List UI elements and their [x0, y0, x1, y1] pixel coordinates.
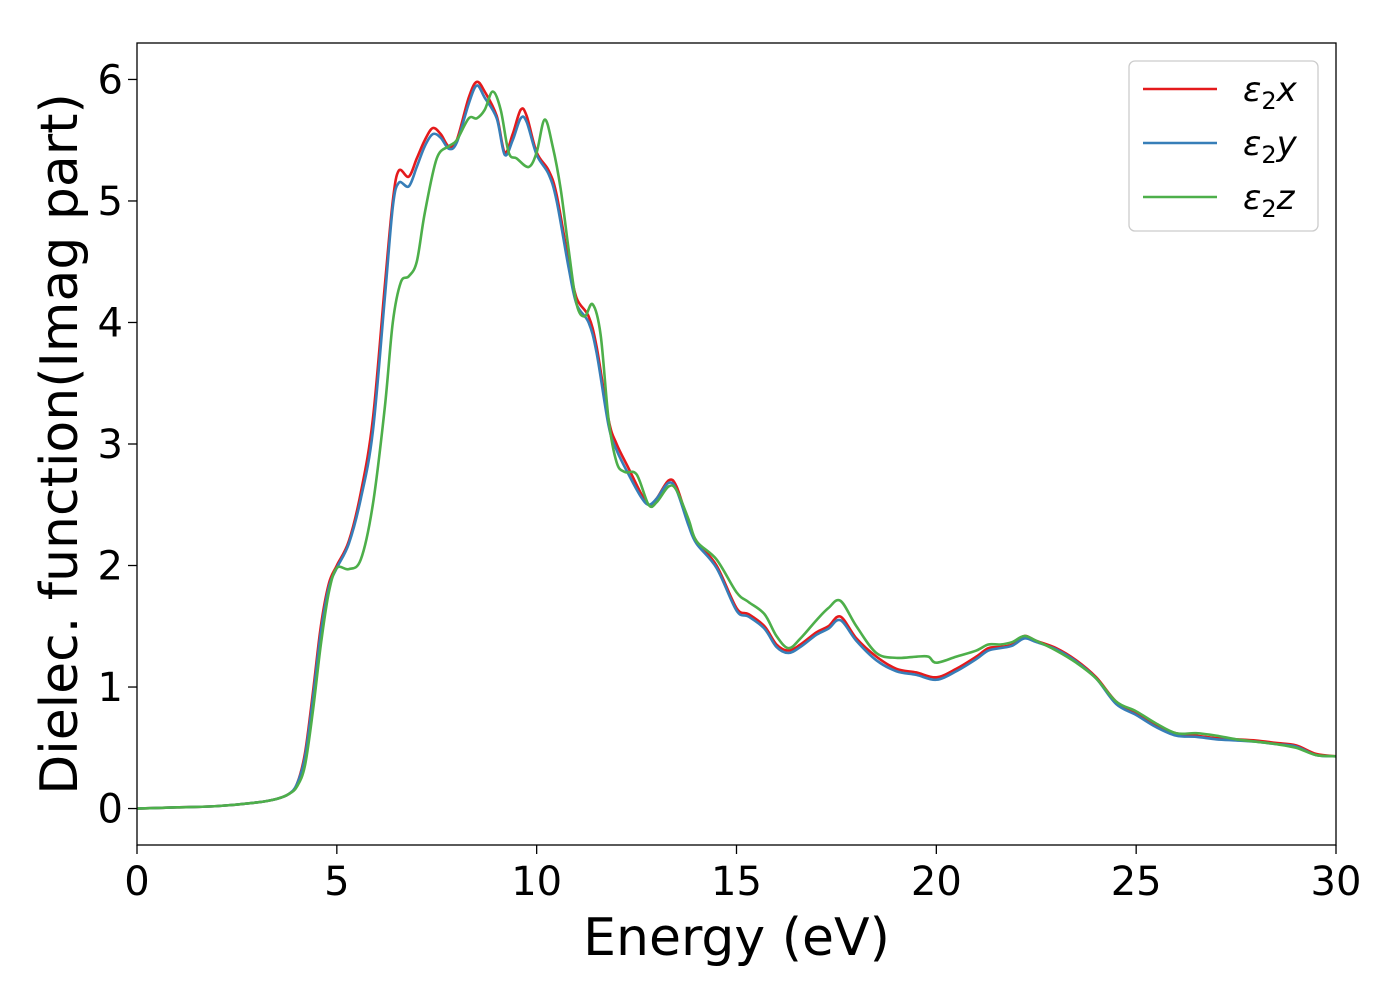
- y-axis-title: Dielec. function(Imag part): [30, 93, 90, 795]
- x-tick-label: 30: [1311, 859, 1362, 905]
- legend-label-x: ε2x: [1243, 70, 1298, 115]
- y-tick-label: 2: [98, 544, 123, 590]
- y-tick-label: 5: [98, 179, 123, 225]
- x-tick-label: 15: [711, 859, 762, 905]
- legend-label-z: ε2z: [1243, 178, 1296, 223]
- ticks-layer: 0 5 10 15 20 25 30 0 1 2 3 4 5 6: [98, 57, 1362, 905]
- legend-box: [1128, 60, 1319, 232]
- y-tick-label: 3: [98, 422, 123, 468]
- x-axis-title: Energy (eV): [583, 908, 890, 968]
- x-tick-label: 0: [124, 859, 149, 905]
- y-tick-label: 0: [98, 787, 123, 833]
- legend-label-y: ε2y: [1243, 124, 1298, 169]
- x-tick-label: 10: [511, 859, 562, 905]
- x-tick-label: 5: [324, 859, 349, 905]
- x-tick-label: 25: [1111, 859, 1162, 905]
- series-line-z: [137, 90, 1336, 810]
- series-layer: [137, 80, 1336, 810]
- x-tick-label: 20: [911, 859, 962, 905]
- legend: ε2x ε2y ε2z: [1128, 60, 1319, 232]
- y-tick-label: 1: [98, 665, 123, 711]
- y-tick-label: 4: [98, 300, 123, 346]
- y-tick-label: 6: [98, 57, 123, 103]
